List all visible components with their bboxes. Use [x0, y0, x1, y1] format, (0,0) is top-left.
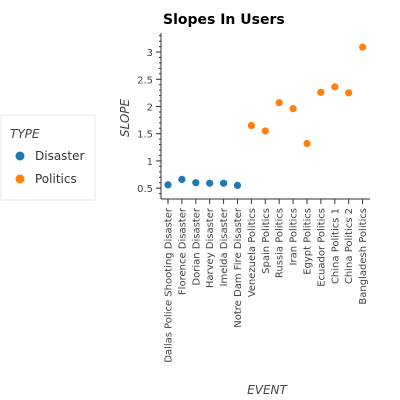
data-point	[233, 181, 242, 189]
y-tick-label: 1	[147, 157, 153, 168]
legend-title: TYPE	[10, 127, 40, 141]
y-tick-label: 2.5	[137, 75, 153, 86]
x-tick-label: Russia Politics	[275, 208, 286, 278]
x-tick-label: Iran Politics	[289, 208, 300, 265]
data-point	[178, 175, 186, 184]
data-point	[206, 179, 214, 187]
data-point	[261, 127, 269, 135]
legend-label: Politics	[35, 172, 77, 186]
data-points	[164, 43, 367, 189]
x-tick-label: Harvey Disaster	[205, 207, 216, 288]
x-tick-label: Egypt Politics	[303, 208, 314, 275]
chart-title: Slopes In Users	[163, 12, 285, 28]
x-tick-label: Dallas Police Shooting Disaster	[164, 207, 175, 363]
legend: TYPE Disaster Politics	[0, 114, 96, 201]
legend-marker	[15, 151, 25, 161]
x-tick-label: China Politics 2	[344, 208, 355, 284]
x-tick-label: Notre Dam Fire Disaster	[233, 207, 244, 328]
data-point	[220, 179, 228, 187]
y-tick-label: 3	[147, 48, 153, 59]
x-axis-label: EVENT	[247, 383, 288, 397]
y-tick-label: 0.5	[137, 184, 153, 195]
y-tick-label: 2	[147, 102, 153, 113]
data-point	[275, 99, 283, 107]
data-point	[289, 105, 297, 113]
data-point	[164, 181, 172, 189]
x-tick-label: Florence Disaster	[177, 207, 188, 295]
x-tick-label: Ecuador Politics	[316, 208, 327, 287]
x-tick-label: Dorian Disaster	[191, 207, 202, 285]
x-tick-label: Imelda Disaster	[219, 207, 230, 286]
x-tick-label: Bangladesh Politics	[358, 208, 369, 305]
data-point	[317, 88, 325, 96]
data-point	[345, 89, 353, 97]
x-tick-label: China Politics 1	[330, 208, 341, 284]
x-axis: Dallas Police Shooting Disaster Florence …	[161, 198, 370, 363]
data-point	[359, 43, 367, 51]
legend-marker	[15, 174, 25, 184]
x-tick-label: Venezuela Politics	[247, 208, 258, 297]
y-tick-label: 1.5	[137, 130, 153, 141]
data-point	[331, 83, 339, 91]
y-axis-label: SLOPE	[118, 98, 132, 137]
data-point	[303, 139, 311, 148]
data-point	[192, 179, 200, 187]
data-point	[247, 121, 255, 130]
legend-label: Disaster	[35, 149, 85, 163]
x-tick-label: Spain Politics	[261, 208, 272, 274]
y-axis: 0.5 1 1.5 2 2.5 3	[137, 33, 162, 199]
